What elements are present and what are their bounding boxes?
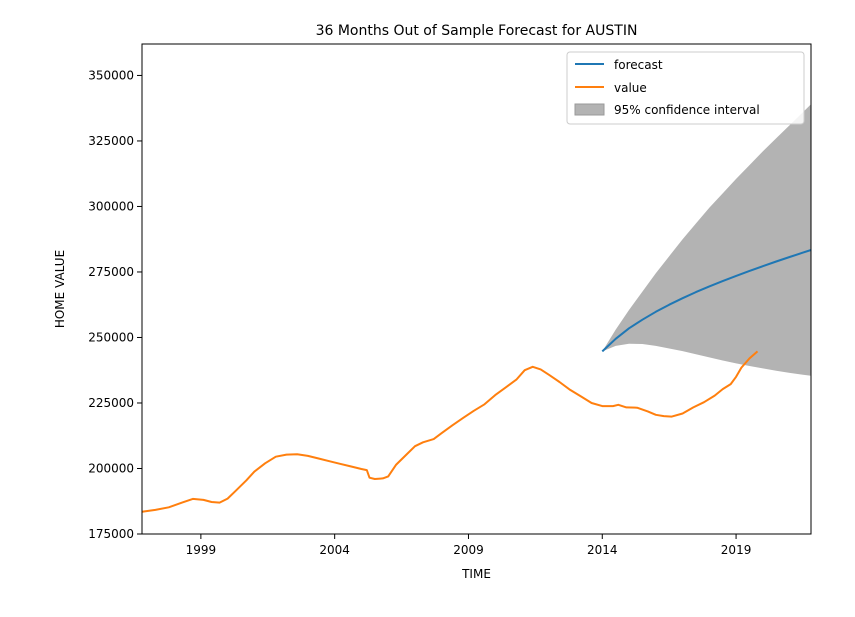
series-line-forecast — [601, 249, 812, 353]
chart-title: 36 Months Out of Sample Forecast for AUS… — [316, 23, 638, 39]
y-tick-label: 325000 — [88, 134, 134, 148]
x-axis: 1999 2004 2009 2014 2019 — [186, 534, 752, 557]
y-axis-label: HOME VALUE — [53, 250, 67, 328]
legend-ci-label: 95% confidence interval — [614, 103, 760, 117]
y-tick-label: 200000 — [88, 461, 134, 475]
confidence-interval-band — [602, 104, 811, 376]
plot-area — [141, 104, 812, 513]
x-tick-label: 2004 — [319, 543, 350, 557]
y-tick-label: 225000 — [88, 396, 134, 410]
y-tick-label: 175000 — [88, 527, 134, 541]
y-tick-label: 300000 — [88, 199, 134, 213]
legend: forecast value 95% confidence interval — [566, 51, 805, 125]
legend-forecast-label: forecast — [614, 58, 663, 72]
legend-box — [566, 51, 805, 125]
y-tick-label: 350000 — [88, 68, 134, 82]
plot-frame — [141, 43, 812, 535]
confidence-interval-layer — [602, 104, 811, 376]
x-tick-label: 1999 — [186, 543, 217, 557]
y-axis: 175000 200000 225000 250000 275000 300000 3250… — [88, 68, 142, 541]
y-tick-label: 250000 — [88, 330, 134, 344]
series-layer — [141, 249, 812, 513]
series-line-value — [141, 350, 759, 513]
legend-ci-swatch — [574, 103, 605, 116]
x-tick-label: 2009 — [453, 543, 484, 557]
y-tick-label: 275000 — [88, 265, 134, 279]
legend-value-label: value — [614, 81, 647, 95]
x-tick-label: 2019 — [721, 543, 752, 557]
x-tick-label: 2014 — [587, 543, 618, 557]
x-axis-label: TIME — [461, 567, 491, 581]
